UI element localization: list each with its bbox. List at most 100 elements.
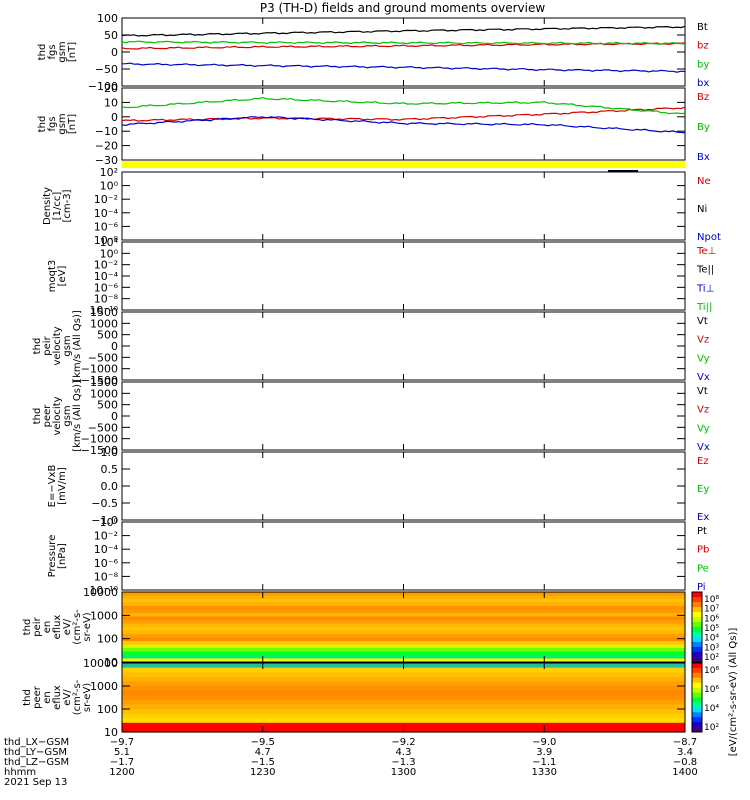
ytick-label: −30 (95, 154, 118, 167)
ytick-label: −20 (95, 140, 118, 153)
colorbar-peir (692, 612, 702, 618)
colorbar-peer (692, 717, 702, 723)
peir-spectrogram-band (122, 609, 685, 614)
colorbar-tick: 10³ (704, 643, 719, 653)
ylabel-temp: [eV] (57, 266, 68, 287)
peer-spectrogram-band (122, 686, 685, 692)
legend-vt: Vt (697, 386, 708, 397)
xtick-label: −1.7 (110, 757, 134, 768)
xtick-label: 5.1 (114, 747, 130, 758)
legend-vy: Vy (697, 423, 710, 434)
ytick-label: 10⁴ (100, 236, 119, 249)
xtick-label: −9.7 (110, 737, 134, 748)
ytick-label: −1000 (81, 433, 118, 446)
colorbar-peer (692, 663, 702, 669)
ylabel-pressure: Pressure (47, 535, 58, 578)
ytick-label: 10⁻⁶ (94, 220, 119, 233)
legend-vt: Vt (697, 316, 708, 327)
ytick-label: −50 (95, 63, 118, 76)
peir-spectrogram-band (122, 613, 685, 618)
ytick-label: 0 (111, 111, 118, 124)
legend-npot: Npot (697, 232, 721, 243)
colorbar-peir (692, 622, 702, 628)
colorbar-peir (692, 657, 702, 663)
ylabel-peer_vel: velocity (52, 396, 63, 435)
peer-spectrogram-band (122, 722, 685, 728)
ylabel-peer_en: peer (32, 685, 43, 709)
peer-spectrogram-band (122, 699, 685, 705)
colorbar-peir (692, 592, 702, 598)
peer-spectrogram-band (122, 704, 685, 710)
ytick-label: −500 (88, 351, 118, 364)
panel-frame-peir_vel (121, 311, 686, 381)
xtick-label: −8.7 (673, 737, 697, 748)
ylabel-peir_en: peir (32, 616, 43, 636)
colorbar-peer (692, 697, 702, 703)
series-line-fgs2-bx (121, 116, 686, 134)
series-line-fgs1-by (121, 40, 686, 45)
ytick-label: 100 (97, 12, 118, 25)
colorbar-peir (692, 597, 702, 603)
ytick-label: 10 (104, 656, 118, 669)
ylabel-density: [cm-3] (62, 189, 73, 222)
ylabel-peer_vel: peer (42, 404, 53, 428)
colorbar-peir (692, 627, 702, 633)
peer-spectrogram-band (122, 681, 685, 687)
ytick-label: 50 (104, 29, 118, 42)
ytick-label: 10 (104, 726, 118, 739)
legend-pb: Pb (697, 545, 709, 556)
ytick-label: −10 (95, 125, 118, 138)
panel-frame-peer_vel (121, 381, 686, 451)
ytick-label: 10⁻⁴ (94, 207, 119, 220)
xaxis-rowlabel: thd_LX−GSM (4, 737, 69, 748)
plot-title: P3 (TH-D) fields and ground moments over… (259, 1, 546, 15)
xtick-label: −9.2 (391, 737, 415, 748)
colorbar-tick: 10⁴ (704, 704, 719, 714)
legend-pt: Pt (697, 526, 707, 537)
ytick-label: 10⁻⁴ (94, 270, 119, 283)
ylabel-pressure: [nPa] (57, 543, 68, 569)
colorbar-peir (692, 632, 702, 638)
legend-pe: Pe (697, 563, 709, 574)
peir-spectrogram-band (122, 634, 685, 639)
ylabel-density: Density (42, 187, 53, 225)
legend-vy: Vy (697, 353, 710, 364)
xtick-label: 1230 (250, 767, 275, 778)
peer-spectrogram-band (122, 695, 685, 701)
peir-spectrogram-band (122, 616, 685, 621)
series-line-fgs1-bz (121, 42, 686, 50)
xtick-label: −9.5 (251, 737, 275, 748)
colorbar-tick: 10² (704, 653, 719, 663)
legend-vx: Vx (697, 442, 710, 453)
ytick-label: −500 (88, 421, 118, 434)
legend-ne: Ne (697, 176, 711, 187)
ylabel-peir_vel: gsm (62, 335, 73, 356)
xtick-label: −1.3 (391, 757, 415, 768)
colorbar-peer (692, 727, 702, 733)
ytick-label: 20 (104, 82, 118, 95)
ytick-label: 1.0 (101, 446, 119, 459)
colorbar-tick: 10⁷ (704, 605, 719, 615)
legend-by: By (697, 122, 710, 133)
legend-ey: Ey (697, 484, 709, 495)
ytick-label: −1000 (81, 363, 118, 376)
colorbar-peir (692, 617, 702, 623)
peir-spectrogram-band (122, 644, 685, 649)
xtick-label: 3.4 (677, 747, 693, 758)
legend-pi: Pi (697, 582, 706, 593)
ylabel-peer_en: (cm²-s- (72, 679, 83, 715)
colorbar-tick: 10⁸ (704, 666, 719, 676)
ylabel-peir_en: (cm²-s- (72, 609, 83, 645)
ytick-label: 1000 (90, 317, 118, 330)
legend-bt: Bt (697, 22, 708, 33)
xaxis-rowlabel: thd_LY−GSM (4, 747, 67, 758)
colorbar-peir (692, 602, 702, 608)
colorbar-tick: 10⁴ (704, 634, 719, 644)
bar-yellow (122, 161, 685, 168)
ytick-label: −0.5 (91, 497, 118, 510)
colorbar-peer (692, 667, 702, 674)
peir-spectrogram-band (122, 630, 685, 635)
ytick-label: −100 (88, 80, 118, 93)
ytick-label: 10⁻⁸ (94, 293, 119, 306)
legend-by: by (697, 59, 709, 70)
